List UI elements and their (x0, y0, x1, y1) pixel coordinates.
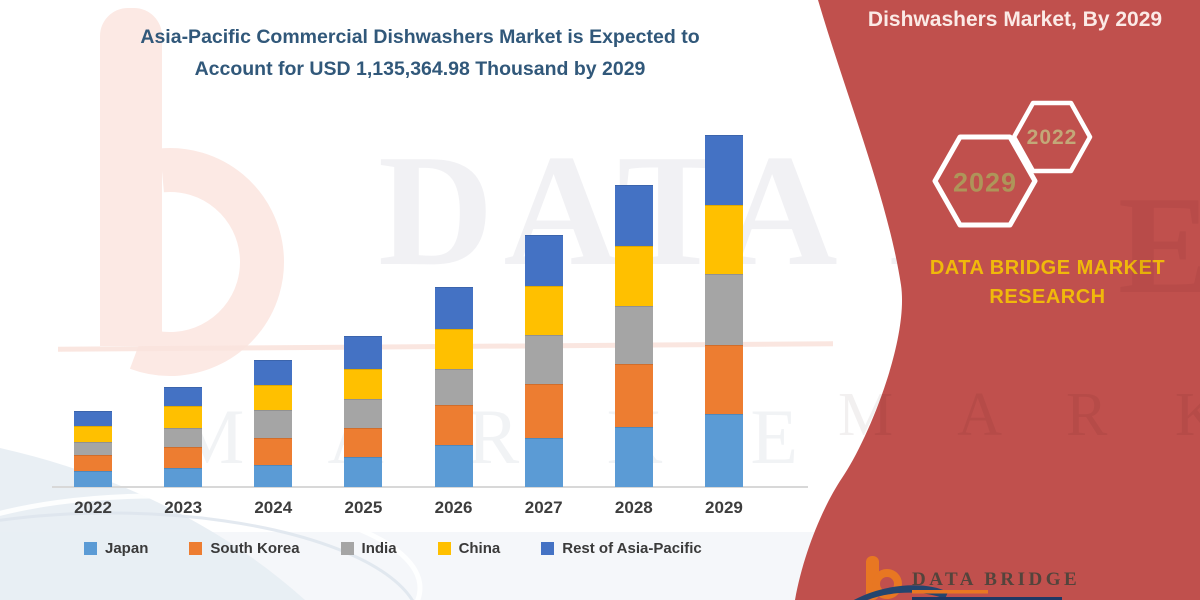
bar-segment-2022-china (74, 426, 112, 443)
bar-2029 (704, 135, 743, 487)
red-watermark-letter: E (1118, 168, 1200, 323)
bar-segment-2024-china (254, 384, 293, 411)
x-axis-label-2028: 2028 (614, 498, 653, 517)
bar-segment-2028-south-korea (614, 364, 653, 427)
bar-segment-2023-japan (164, 467, 203, 487)
bar-segment-2029-india (704, 274, 743, 345)
bar-2027 (524, 235, 563, 487)
logo-underline (912, 590, 988, 594)
legend-item-japan: Japan (84, 540, 148, 557)
red-watermark-text: M A R K E T (838, 381, 1200, 449)
bar-segment-2023-rest-of-asia-pacific (164, 387, 203, 407)
legend-label: Japan (105, 540, 149, 557)
legend-label: South Korea (210, 540, 300, 557)
bar-segment-2027-japan (524, 437, 563, 487)
bar-segment-2024-rest-of-asia-pacific (254, 359, 293, 385)
legend-item-rest-of-asia-pacific: Rest of Asia-Pacific (541, 540, 702, 557)
x-axis-line (52, 486, 808, 488)
bar-segment-2026-south-korea (434, 405, 473, 445)
legend-item-china: China (437, 540, 501, 557)
bar-2024 (254, 359, 293, 487)
bar-2025 (344, 336, 383, 487)
bar-segment-2022-india (74, 442, 112, 456)
legend-label: India (361, 540, 397, 557)
bar-segment-2025-rest-of-asia-pacific (344, 336, 383, 369)
bar-segment-2028-india (614, 306, 653, 365)
bar-segment-2022-rest-of-asia-pacific (74, 411, 112, 427)
legend-label: Rest of Asia-Pacific (562, 540, 702, 557)
legend-swatch (340, 542, 354, 555)
bar-segment-2022-japan (74, 471, 112, 487)
logo-b-bowl (872, 569, 902, 599)
x-axis-label-2024: 2024 (254, 498, 293, 517)
bar-segment-2026-rest-of-asia-pacific (434, 287, 473, 329)
bar-segment-2028-japan (614, 427, 653, 487)
chart-title-line1: Asia-Pacific Commercial Dishwashers Mark… (140, 26, 700, 48)
bar-segment-2029-rest-of-asia-pacific (704, 135, 743, 205)
legend-item-india: India (340, 540, 397, 557)
x-axis-label-2029: 2029 (705, 498, 743, 517)
legend: Japan South Korea India China Rest of Asia-P… (84, 540, 702, 557)
bar-segment-2025-japan (344, 457, 383, 487)
x-axis-label-2023: 2023 (164, 498, 203, 517)
bar-segment-2026-japan (434, 444, 473, 487)
legend-swatch (541, 542, 555, 555)
bar-2023 (164, 387, 203, 487)
bar-segment-2028-china (614, 246, 653, 307)
hexagon-2022-label: 2022 (1026, 126, 1078, 149)
bar-segment-2027-south-korea (524, 383, 563, 438)
logo-b-stem (866, 556, 879, 600)
bar-segment-2023-china (164, 406, 203, 428)
logo-wordmark: DATA BRIDGE (912, 569, 1080, 590)
bar-segment-2029-japan (704, 414, 743, 487)
bar-segment-2026-china (434, 328, 473, 369)
watermark-b-logo-bowl (56, 148, 284, 376)
bar-segment-2025-china (344, 368, 383, 399)
legend-swatch (437, 542, 451, 555)
bar-segment-2027-india (524, 335, 563, 384)
bar-segment-2025-south-korea (344, 428, 383, 457)
x-axis-label-2027: 2027 (524, 498, 563, 517)
bar-segment-2024-japan (254, 465, 293, 487)
bar-segment-2025-india (344, 398, 383, 428)
bar-segment-2023-india (164, 427, 203, 448)
x-axis-label-2025: 2025 (344, 498, 383, 517)
bar-segment-2028-rest-of-asia-pacific (614, 185, 653, 247)
bar-segment-2027-rest-of-asia-pacific (524, 235, 563, 287)
legend-swatch (189, 542, 203, 555)
bar-segment-2024-south-korea (254, 437, 293, 466)
bar-segment-2023-south-korea (164, 447, 203, 468)
x-axis-label-2022: 2022 (74, 498, 112, 517)
legend-item-south-korea: South Korea (189, 540, 300, 557)
databridge-logo (853, 556, 1062, 600)
bar-segment-2027-china (524, 286, 563, 336)
bar-segment-2029-china (704, 205, 743, 274)
hexagon-2029-label: 2029 (952, 167, 1018, 198)
bar-segment-2024-india (254, 410, 293, 438)
x-axis-label-2026: 2026 (434, 498, 473, 517)
legend-swatch (84, 542, 97, 555)
bar-segment-2029-south-korea (704, 345, 743, 414)
bar-segment-2022-south-korea (74, 455, 112, 472)
panel-title: Dishwashers Market, By 2029 (867, 8, 1163, 31)
logo-swoosh (853, 585, 948, 600)
bar-2026 (434, 287, 473, 487)
legend-label: China (458, 540, 501, 557)
bar-segment-2026-india (434, 368, 473, 406)
chart-title-line2: Account for USD 1,135,364.98 Thousand by… (194, 57, 646, 80)
chart-title: Asia-Pacific Commercial Dishwashers Mark… (70, 22, 770, 85)
bar-2028 (614, 185, 653, 487)
bar-2022 (74, 411, 112, 487)
